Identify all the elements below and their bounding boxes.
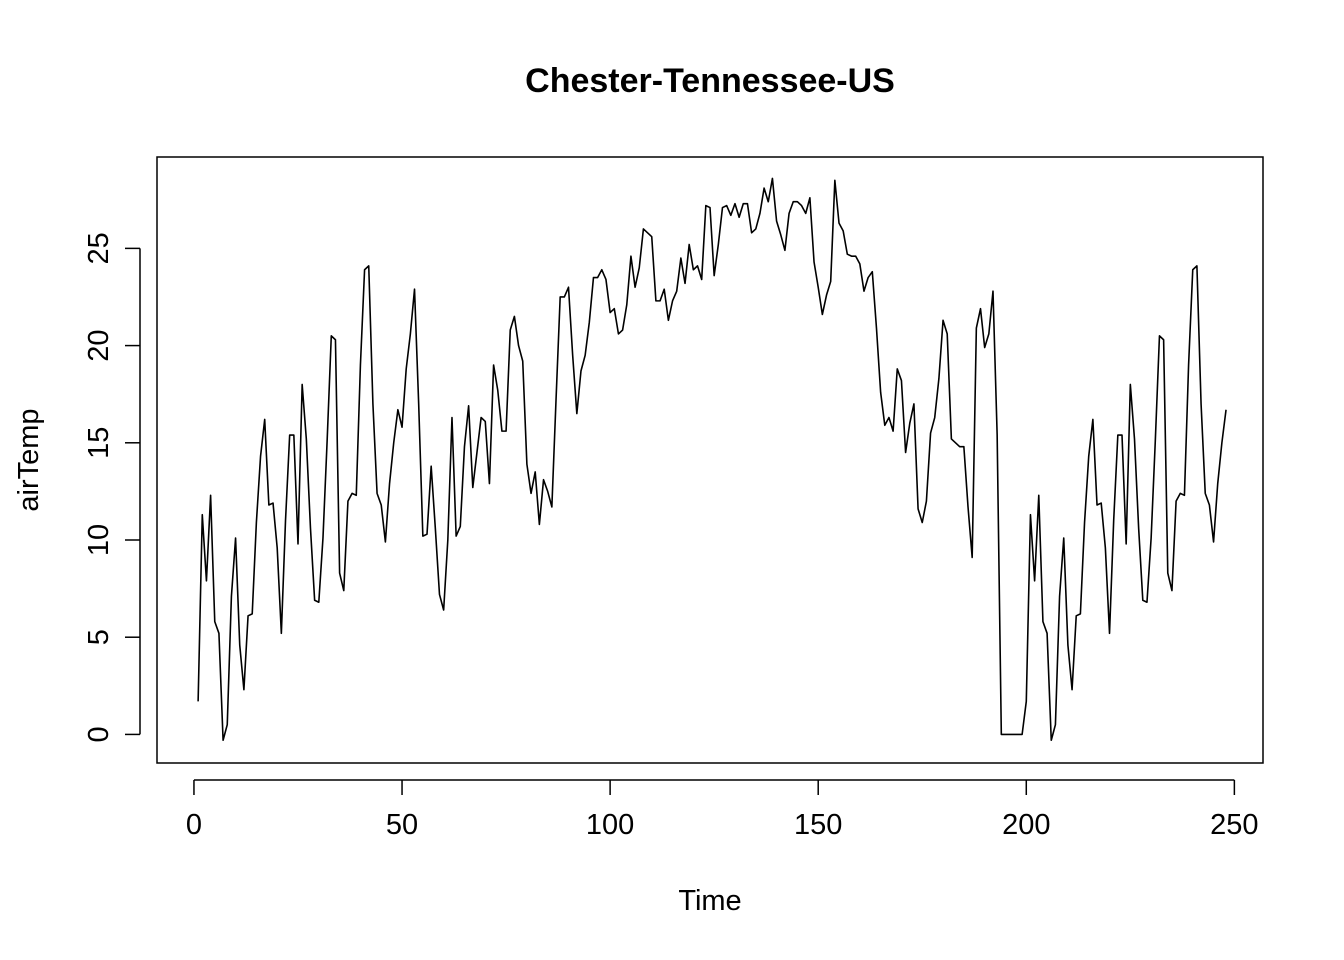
y-tick-label: 10 xyxy=(83,524,115,556)
chart-title: Chester-Tennessee-US xyxy=(525,62,895,100)
x-tick-label: 100 xyxy=(586,809,634,841)
y-axis: 0 5 10 15 20 25 xyxy=(83,232,141,742)
x-axis: 0 50 100 150 200 250 xyxy=(186,779,1259,841)
x-tick-label: 150 xyxy=(794,809,842,841)
y-tick-label: 5 xyxy=(83,629,115,645)
x-tick-label: 50 xyxy=(386,809,418,841)
series-line xyxy=(197,177,1227,742)
y-tick-label: 15 xyxy=(83,427,115,459)
y-axis-label: airTemp xyxy=(13,408,45,511)
x-tick-label: 250 xyxy=(1210,809,1258,841)
x-axis-label: Time xyxy=(678,885,741,917)
y-tick-label: 25 xyxy=(83,232,115,264)
y-tick-label: 20 xyxy=(83,329,115,361)
x-tick-label: 0 xyxy=(186,809,202,841)
plot-frame xyxy=(156,156,1264,764)
x-tick-label: 200 xyxy=(1002,809,1050,841)
y-tick-label: 0 xyxy=(83,726,115,742)
